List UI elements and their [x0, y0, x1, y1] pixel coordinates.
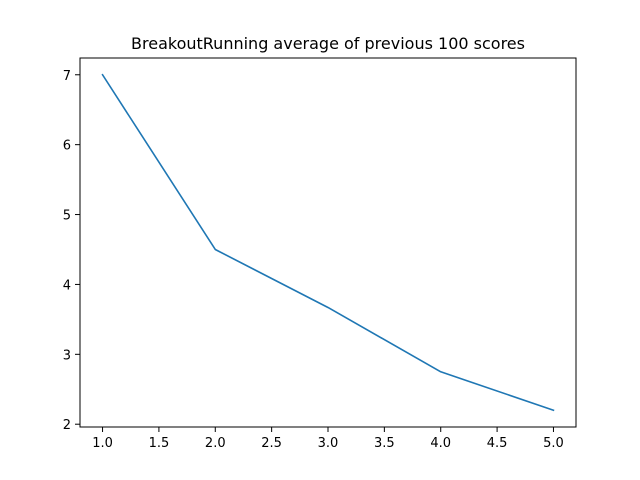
x-tick-label: 2.0 — [205, 436, 226, 451]
plot-area: 1.0 1.5 2.0 2.5 3.0 3.5 4.0 4.5 5.0 2 3 4 5 6 7 — [63, 57, 577, 451]
y-tick-label: 7 — [63, 69, 71, 84]
x-tick-label: 4.0 — [430, 436, 451, 451]
x-tick-label: 3.5 — [374, 436, 395, 451]
axes-frame — [79, 57, 577, 428]
x-tick-label: 1.5 — [149, 436, 170, 451]
x-tick-label: 2.5 — [261, 436, 282, 451]
x-tick-label: 1.0 — [92, 436, 113, 451]
y-tick-label: 3 — [63, 348, 71, 363]
x-tick-label: 5.0 — [543, 436, 564, 451]
y-tick-label: 4 — [63, 278, 71, 293]
y-tick-label: 6 — [63, 139, 71, 154]
x-tick-label: 3.0 — [318, 436, 339, 451]
y-tick-label: 2 — [63, 418, 71, 433]
series-line — [101, 73, 555, 412]
chart-title: BreakoutRunning average of previous 100 … — [131, 34, 525, 53]
x-tick-label: 4.5 — [487, 436, 508, 451]
y-tick-label: 5 — [63, 209, 71, 224]
